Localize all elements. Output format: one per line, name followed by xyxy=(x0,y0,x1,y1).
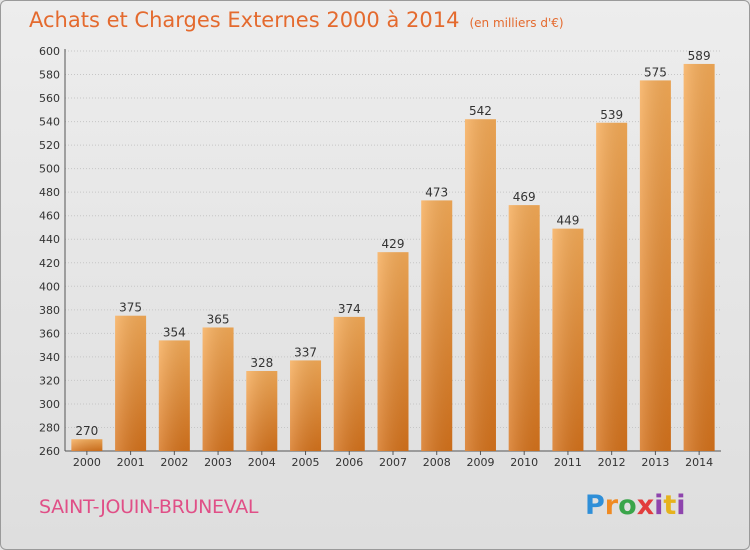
bars xyxy=(71,63,715,452)
data-label: 539 xyxy=(600,108,623,122)
x-tick-label: 2003 xyxy=(204,456,232,469)
data-label: 270 xyxy=(75,424,98,438)
data-label: 575 xyxy=(644,65,667,79)
x-tick-label: 2000 xyxy=(73,456,101,469)
bar-shade xyxy=(290,360,322,451)
chart-subtitle: (en milliers d'€) xyxy=(469,16,564,30)
data-label: 374 xyxy=(338,302,361,316)
x-tick-label: 2001 xyxy=(117,456,145,469)
bar-shade xyxy=(246,371,278,451)
y-tick-label: 320 xyxy=(39,374,60,387)
y-tick-label: 540 xyxy=(39,116,60,129)
y-tick-label: 340 xyxy=(39,351,60,364)
data-label: 542 xyxy=(469,104,492,118)
chart-title-text: Achats et Charges Externes 2000 à 2014 xyxy=(29,8,460,32)
x-tick-label: 2006 xyxy=(335,456,363,469)
bar-shade xyxy=(158,340,190,451)
x-tick-label: 2014 xyxy=(685,456,713,469)
x-tick-label: 2009 xyxy=(466,456,494,469)
x-tick-label: 2002 xyxy=(160,456,188,469)
bar-shade xyxy=(596,122,628,451)
bar-shade xyxy=(639,80,671,451)
y-tick-label: 460 xyxy=(39,210,60,223)
proxiti-logo[interactable]: Proxiti xyxy=(585,490,686,521)
y-tick-label: 260 xyxy=(39,445,60,458)
bar-shade xyxy=(71,439,103,451)
y-tick-label: 380 xyxy=(39,304,60,317)
bar-shade xyxy=(202,327,234,451)
y-tick-label: 400 xyxy=(39,280,60,293)
data-label: 328 xyxy=(250,356,273,370)
y-tick-label: 300 xyxy=(39,398,60,411)
y-tick-label: 500 xyxy=(39,163,60,176)
data-label: 449 xyxy=(556,214,579,228)
x-tick-label: 2013 xyxy=(641,456,669,469)
bar-shade xyxy=(683,63,715,452)
y-tick-label: 480 xyxy=(39,186,60,199)
data-label: 429 xyxy=(382,237,405,251)
chart-title: Achats et Charges Externes 2000 à 2014 (e… xyxy=(29,8,564,32)
x-tick-label: 2004 xyxy=(248,456,276,469)
bar-shade xyxy=(115,315,147,451)
y-tick-label: 280 xyxy=(39,421,60,434)
x-tick-label: 2011 xyxy=(554,456,582,469)
bar-shade xyxy=(552,228,584,451)
data-label: 375 xyxy=(119,301,142,315)
y-tick-label: 520 xyxy=(39,139,60,152)
y-tick-label: 360 xyxy=(39,327,60,340)
y-tick-label: 420 xyxy=(39,257,60,270)
x-tick-label: 2008 xyxy=(423,456,451,469)
x-tick-label: 2010 xyxy=(510,456,538,469)
x-tick-label: 2012 xyxy=(598,456,626,469)
y-tick-label: 580 xyxy=(39,69,60,82)
x-tick-label: 2007 xyxy=(379,456,407,469)
y-tick-label: 600 xyxy=(39,45,60,58)
data-label: 337 xyxy=(294,345,317,359)
y-tick-label: 440 xyxy=(39,233,60,246)
data-label: 354 xyxy=(163,325,186,339)
data-label: 469 xyxy=(513,190,536,204)
data-label: 473 xyxy=(425,185,448,199)
data-label: 589 xyxy=(688,49,711,63)
x-tick-label: 2005 xyxy=(292,456,320,469)
bar-shade xyxy=(464,119,496,451)
labels: 260 280 300 320 340 360 380 400 420 440 460 480 500 5… xyxy=(39,45,713,469)
bar-shade xyxy=(377,252,409,451)
bar-shade xyxy=(421,200,453,451)
bar-shade xyxy=(333,316,365,451)
place-name: SAINT-JOUIN-BRUNEVAL xyxy=(39,496,259,518)
data-label: 365 xyxy=(207,312,230,326)
bar-shade xyxy=(508,205,540,451)
y-tick-label: 560 xyxy=(39,92,60,105)
